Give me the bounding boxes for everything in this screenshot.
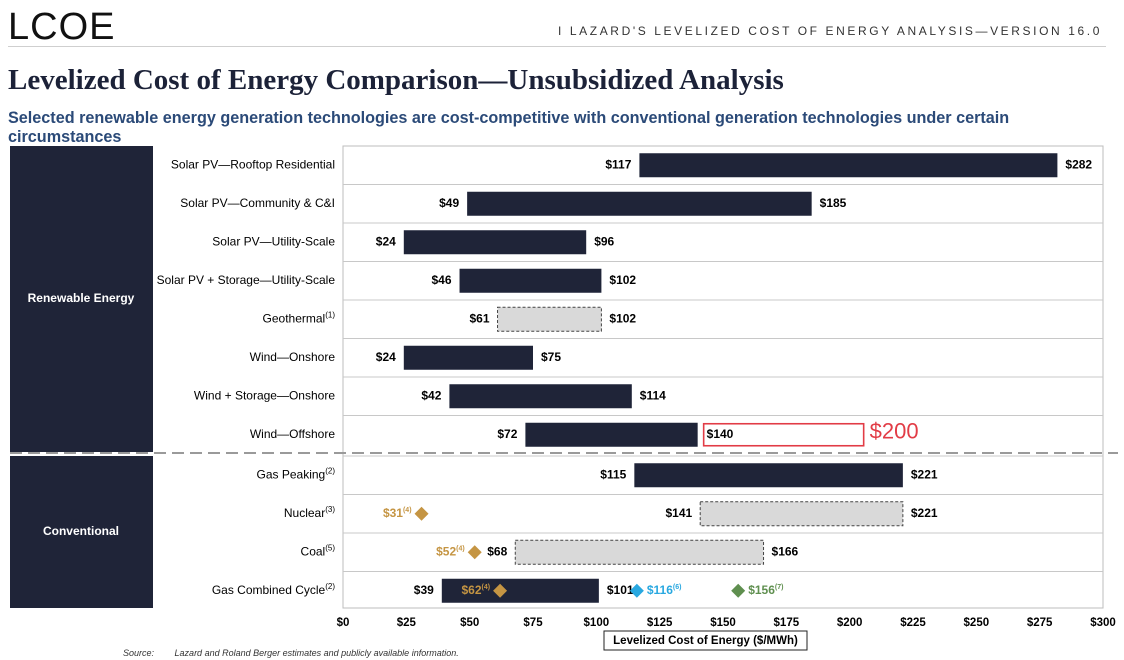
low-value-label: $115 — [600, 467, 626, 481]
low-value-label: $24 — [376, 234, 396, 248]
annotation-box — [702, 422, 865, 447]
low-value-label: $42 — [421, 388, 441, 402]
range-bar — [403, 345, 533, 370]
footnote-marker: (2) — [325, 466, 335, 475]
group-panel-conventional — [10, 456, 153, 608]
x-tick-label: $200 — [837, 617, 863, 629]
x-tick-label: $275 — [1027, 617, 1053, 629]
low-value-label: $141 — [665, 506, 692, 520]
category-label: Wind—Offshore — [250, 427, 335, 441]
low-value-label: $61 — [470, 311, 490, 325]
x-tick-label: $150 — [710, 617, 736, 629]
category-label: Geothermal(1) — [263, 310, 336, 325]
source-note: Source: Lazard and Roland Berger estimat… — [123, 648, 459, 658]
range-bar — [441, 578, 599, 603]
range-bar-dashed — [514, 539, 765, 565]
marker-label: $156(7) — [748, 583, 783, 597]
category-label: Coal(5) — [301, 543, 336, 558]
high-value-label: $102 — [609, 273, 636, 287]
high-value-label: $101 — [607, 583, 634, 597]
low-value-label: $72 — [497, 427, 517, 441]
annotation-label: $200 — [870, 419, 919, 444]
category-label: Nuclear(3) — [284, 505, 335, 520]
high-value-label: $75 — [541, 350, 561, 364]
x-tick-label: $50 — [460, 617, 479, 629]
x-tick-label: $300 — [1090, 617, 1116, 629]
category-label: Gas Peaking(2) — [257, 466, 336, 481]
high-value-label: $221 — [911, 467, 938, 481]
range-bar — [639, 153, 1058, 178]
footnote-marker: (4) — [403, 507, 412, 514]
x-tick-label: $175 — [774, 617, 800, 629]
x-tick-label: $125 — [647, 617, 673, 629]
header-divider — [8, 46, 1106, 47]
high-value-label: $166 — [772, 544, 799, 558]
marker-label: $31(4) — [383, 506, 412, 520]
range-bar — [403, 230, 587, 255]
source-text: Lazard and Roland Berger estimates and p… — [174, 648, 459, 658]
diamond-marker — [493, 583, 508, 598]
high-value-label: $282 — [1065, 157, 1092, 171]
range-bar — [525, 422, 698, 447]
category-label: Wind—Onshore — [250, 350, 336, 364]
diamond-marker — [414, 506, 429, 521]
group-label-conventional: Conventional — [43, 524, 119, 538]
high-value-label: $140 — [707, 427, 734, 441]
range-bar — [459, 268, 602, 293]
x-axis-label: Levelized Cost of Energy ($/MWh) — [613, 635, 798, 647]
low-value-label: $46 — [432, 273, 452, 287]
x-tick-label: $100 — [584, 617, 610, 629]
category-label: Wind + Storage—Onshore — [194, 388, 335, 402]
category-label: Gas Combined Cycle(2) — [212, 582, 336, 597]
x-tick-label: $75 — [523, 617, 543, 629]
source-label: Source: — [123, 648, 155, 658]
range-bar — [634, 463, 903, 488]
category-label: Solar PV—Community & C&I — [180, 196, 335, 210]
marker-label: $116(6) — [647, 583, 682, 597]
x-tick-label: $225 — [900, 617, 926, 629]
footnote-marker: (7) — [775, 584, 784, 591]
low-value-label: $68 — [487, 544, 507, 558]
low-value-label: $117 — [605, 157, 631, 171]
high-value-label: $96 — [594, 234, 614, 248]
footnote-marker: (5) — [325, 543, 335, 552]
diamond-marker — [629, 583, 644, 598]
report-header: I LAZARD'S LEVELIZED COST OF ENERGY ANAL… — [558, 24, 1102, 38]
diamond-marker — [467, 545, 482, 560]
low-value-label: $39 — [414, 583, 434, 597]
group-label-renewable: Renewable Energy — [28, 291, 135, 305]
x-tick-label: $0 — [337, 617, 350, 629]
group-panel-renewable — [10, 146, 153, 452]
range-bar-dashed — [497, 306, 602, 332]
lcoe-logo: LCOE — [8, 6, 116, 48]
diamond-marker — [731, 583, 746, 598]
category-label: Solar PV—Utility-Scale — [212, 234, 335, 248]
x-axis-label-box — [603, 630, 808, 651]
footnote-marker: (6) — [673, 584, 682, 591]
marker-label: $52(4) — [436, 544, 465, 558]
high-value-label: $221 — [911, 506, 938, 520]
high-value-label: $185 — [820, 196, 847, 210]
category-label: Solar PV + Storage—Utility-Scale — [157, 273, 336, 287]
footnote-marker: (4) — [482, 584, 491, 591]
footnote-marker: (2) — [325, 582, 335, 591]
high-value-label: $114 — [640, 388, 666, 402]
footnote-marker: (1) — [325, 310, 335, 319]
high-value-label: $102 — [609, 311, 636, 325]
low-value-label: $49 — [439, 196, 459, 210]
x-tick-label: $25 — [397, 617, 417, 629]
footnote-marker: (3) — [325, 505, 335, 514]
range-bar-dashed — [699, 501, 904, 527]
page-title: Levelized Cost of Energy Comparison—Unsu… — [8, 64, 784, 96]
range-bar — [449, 384, 632, 409]
footnote-marker: (4) — [456, 545, 465, 552]
low-value-label: $24 — [376, 350, 396, 364]
page-subtitle: Selected renewable energy generation tec… — [8, 109, 1010, 146]
category-label: Solar PV—Rooftop Residential — [171, 157, 335, 171]
range-bar — [467, 191, 812, 216]
x-tick-label: $250 — [964, 617, 990, 629]
